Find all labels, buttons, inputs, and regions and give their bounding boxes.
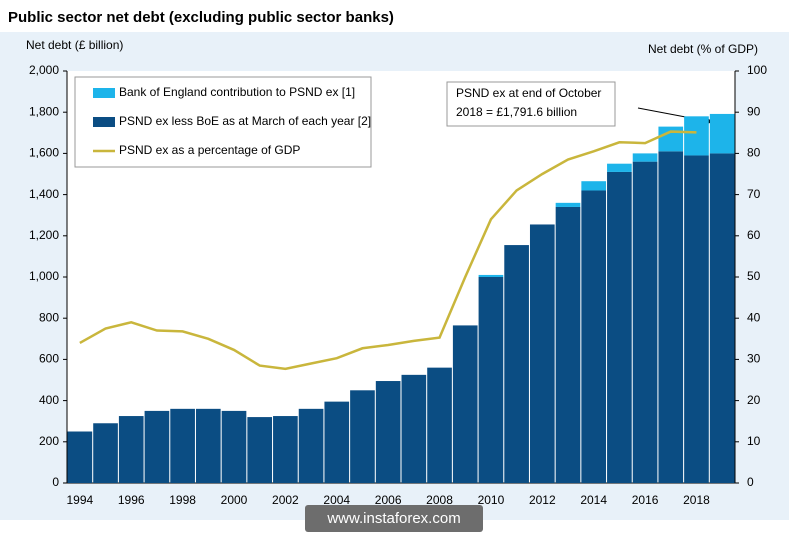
y-tick-label: 600 [39, 352, 59, 366]
bar [478, 277, 504, 483]
y-tick-label: 2,000 [29, 63, 59, 77]
x-tick-label: 1994 [66, 493, 93, 507]
bar [555, 202, 581, 207]
watermark-box [305, 505, 483, 532]
bar [607, 171, 632, 483]
legend [74, 76, 372, 168]
bar [221, 410, 247, 483]
y2-tick-label: 30 [747, 352, 761, 366]
bar [529, 224, 555, 483]
x-tick-label: 2002 [272, 493, 299, 507]
bar [504, 245, 529, 483]
annotation-box [446, 81, 616, 127]
x-tick-label: 2016 [632, 493, 659, 507]
bar [709, 153, 735, 483]
bar [478, 274, 504, 277]
legend-label: PSND ex less BoE as at March of each yea… [119, 114, 371, 128]
y2-tick-label: 60 [747, 228, 761, 242]
y2-tick-label: 40 [747, 310, 761, 324]
x-tick-label: 1998 [169, 493, 196, 507]
bar [118, 416, 144, 483]
bar [607, 163, 632, 172]
legend-swatch [93, 88, 115, 98]
legend-label: PSND ex as a percentage of GDP [119, 143, 300, 157]
y-tick-label: 0 [52, 475, 59, 489]
bar [93, 423, 118, 483]
x-tick-label: 2012 [529, 493, 556, 507]
y-tick-label: 200 [39, 434, 59, 448]
bar [427, 367, 452, 483]
annotation: 2018 = £1,791.6 billion [456, 105, 577, 119]
x-tick-label: 2014 [580, 493, 607, 507]
bar [555, 206, 581, 483]
x-tick-label: 2018 [683, 493, 710, 507]
y-tick-label: 1,400 [29, 187, 59, 201]
bar [684, 116, 709, 156]
bar [632, 153, 658, 162]
bar [632, 161, 658, 483]
bar [581, 190, 607, 484]
bar [170, 408, 195, 483]
annotation: PSND ex at end of October [456, 86, 601, 100]
x-tick-label: 2000 [221, 493, 248, 507]
bar [273, 416, 298, 483]
x-tick-label: 2004 [323, 493, 350, 507]
y2-tick-label: 50 [747, 269, 761, 283]
y2-tick-label: 10 [747, 434, 761, 448]
bar [67, 431, 93, 483]
y-tick-label: 800 [39, 310, 59, 324]
chart-title: Public sector net debt (excluding public… [8, 9, 394, 26]
bar [452, 325, 478, 483]
y2-axis-label: Net debt (% of GDP) [648, 42, 758, 56]
watermark: www.instaforex.com [326, 510, 460, 527]
bar [375, 381, 401, 483]
line [79, 130, 697, 371]
x-tick-label: 1996 [118, 493, 145, 507]
y-tick-label: 1,800 [29, 104, 59, 118]
y-tick-label: 1,000 [29, 269, 59, 283]
x-tick-label: 2010 [478, 493, 505, 507]
y2-tick-label: 20 [747, 393, 761, 407]
y2-tick-label: 70 [747, 187, 761, 201]
y-tick-label: 1,600 [29, 146, 59, 160]
bar [709, 113, 735, 154]
bar [401, 374, 427, 483]
y2-tick-label: 80 [747, 146, 761, 160]
bar [247, 417, 273, 483]
bar [350, 390, 375, 483]
y2-tick-label: 100 [747, 63, 767, 77]
x-tick-label: 2006 [375, 493, 402, 507]
x-tick-label: 2008 [426, 493, 453, 507]
y2-tick-label: 0 [747, 475, 754, 489]
y-tick-label: 1,200 [29, 228, 59, 242]
y-axis-label: Net debt (£ billion) [26, 38, 123, 52]
bar [581, 181, 607, 191]
bar [144, 410, 170, 483]
y-tick-label: 400 [39, 393, 59, 407]
bar [658, 151, 684, 483]
y2-tick-label: 90 [747, 104, 761, 118]
legend-label: Bank of England contribution to PSND ex … [119, 85, 355, 99]
bar [684, 155, 709, 483]
legend-swatch [93, 117, 115, 127]
bar [324, 401, 350, 483]
bar [195, 408, 221, 483]
bar [298, 408, 324, 483]
